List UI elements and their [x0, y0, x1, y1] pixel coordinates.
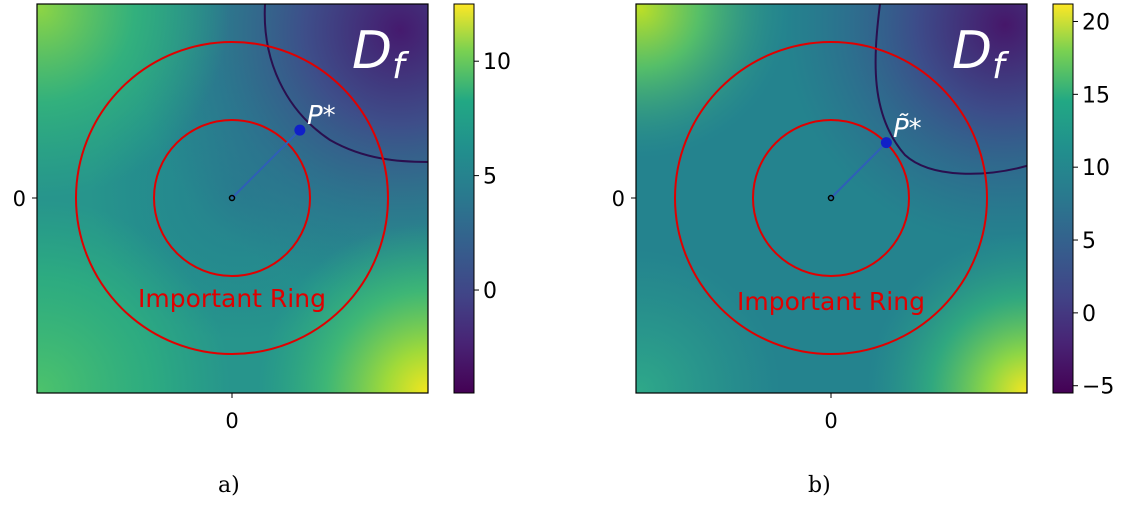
optimal-point-a — [294, 124, 306, 136]
y-tick-label-b: 0 — [612, 187, 625, 211]
colorbar-tick-label-a-2: 10 — [483, 50, 511, 75]
x-tick-label-a: 0 — [225, 409, 238, 433]
origin-marker-b — [827, 194, 835, 202]
colorbar-tick-label-a-1: 5 — [483, 165, 497, 190]
colorbar-tick-label-b-1: 0 — [1082, 302, 1096, 327]
ring-a-1 — [153, 119, 311, 277]
colorbar-tick-label-b-0: −5 — [1082, 375, 1114, 400]
ring-a-2 — [75, 41, 389, 355]
colorbar-b — [1052, 3, 1074, 394]
ring-label-a: Important Ring — [138, 284, 326, 313]
caption-a: a) — [218, 473, 240, 498]
ring-label-b: Important Ring — [737, 287, 925, 316]
heatmap-field-b — [636, 4, 1027, 393]
colorbar-ticks-a: 0 5 10 — [474, 50, 511, 304]
df-boundary-a — [263, 4, 428, 163]
y-tick-label-a: 0 — [13, 187, 26, 211]
radius-segment-b — [830, 141, 888, 199]
colorbar-tick-label-b-5: 20 — [1082, 10, 1110, 35]
origin-marker-a — [228, 194, 236, 202]
point-label-a: P* — [307, 101, 336, 131]
optimal-point-b — [880, 137, 892, 149]
colorbar-tick-label-b-2: 5 — [1082, 229, 1096, 254]
rings-b — [674, 41, 988, 355]
point-label-b: P̃* — [893, 112, 922, 144]
caption-b: b) — [808, 473, 831, 498]
ring-b-2 — [674, 41, 988, 355]
colorbar-tick-label-b-3: 10 — [1082, 156, 1110, 181]
rings-a — [75, 41, 389, 355]
ring-b-1 — [752, 119, 910, 277]
x-tick-label-b: 0 — [824, 409, 837, 433]
colorbar-tick-label-a-0: 0 — [483, 279, 497, 304]
colorbar-ticks-b: −5 0 5 10 15 20 — [1073, 10, 1114, 400]
colorbar-tick-label-b-4: 15 — [1082, 83, 1110, 108]
colorbar-a — [453, 3, 475, 394]
radius-segment-a — [231, 129, 301, 199]
